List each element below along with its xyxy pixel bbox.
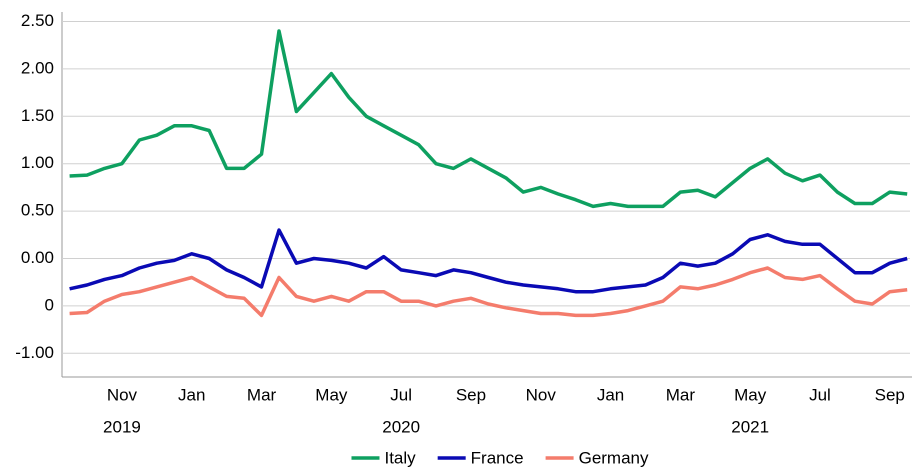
x-year-label: 2020	[382, 417, 420, 436]
y-tick-label: 2.00	[21, 58, 54, 77]
x-tick-label: Jul	[809, 385, 831, 404]
x-tick-label: Jan	[597, 385, 624, 404]
y-tick-label: 0	[45, 295, 54, 314]
legend: Italy France Germany	[351, 448, 649, 467]
series-line	[69, 228, 908, 294]
x-tick-label: Jul	[390, 385, 412, 404]
series-line	[69, 29, 908, 209]
x-year-label: 2019	[103, 417, 141, 436]
legend-label: Italy	[384, 448, 416, 467]
y-tick-label: 2.50	[21, 11, 54, 30]
x-tick-label: May	[315, 385, 348, 404]
x-tick-label: Nov	[526, 385, 557, 404]
x-tick-label: May	[734, 385, 767, 404]
x-tick-label: Sep	[456, 385, 486, 404]
x-tick-label: Mar	[666, 385, 696, 404]
x-tick-label: Mar	[247, 385, 277, 404]
legend-label: France	[471, 448, 524, 467]
y-tick-label: 0.50	[21, 201, 54, 220]
y-tick-label: 1.00	[21, 153, 54, 172]
y-tick-label: -1.00	[15, 343, 54, 362]
x-tick-label: Nov	[107, 385, 138, 404]
y-tick-label: 0.00	[21, 248, 54, 267]
legend-label: Germany	[579, 448, 649, 467]
series-line	[69, 266, 908, 318]
x-tick-label: Jan	[178, 385, 205, 404]
x-year-label: 2021	[731, 417, 769, 436]
y-tick-label: 1.50	[21, 106, 54, 125]
x-tick-label: Sep	[875, 385, 905, 404]
